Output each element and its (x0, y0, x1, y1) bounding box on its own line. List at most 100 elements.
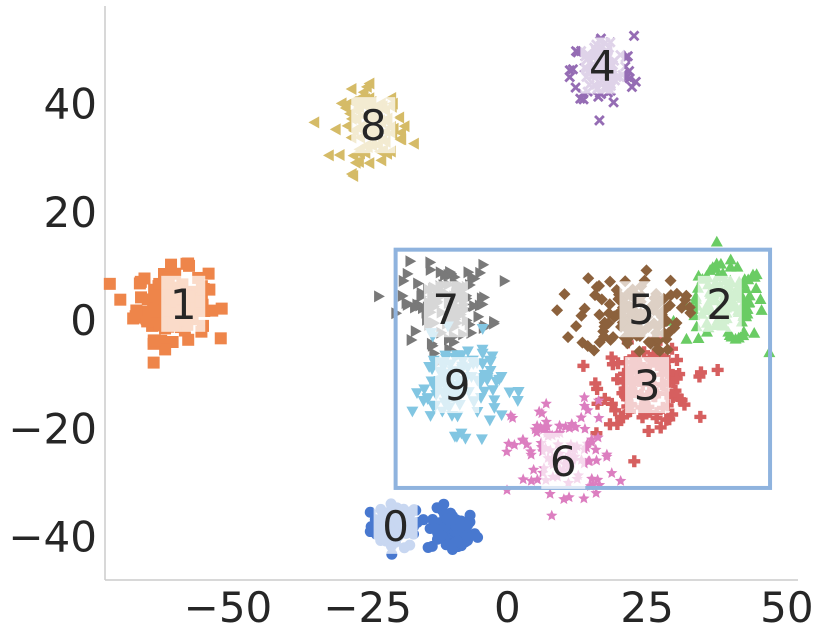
data-point (483, 415, 496, 427)
cluster-label-0: 0 (382, 502, 409, 551)
cluster-label-box (580, 37, 625, 94)
data-point (469, 300, 480, 313)
data-point (440, 269, 451, 282)
data-point (495, 410, 508, 422)
data-point (582, 404, 594, 416)
data-point (501, 445, 513, 457)
data-point (505, 409, 517, 421)
data-point (374, 290, 385, 303)
data-point (564, 71, 576, 83)
cluster-label-box (373, 497, 418, 554)
data-point (159, 343, 172, 356)
data-point (750, 282, 763, 293)
data-point (595, 293, 608, 306)
data-point (339, 98, 351, 111)
data-point (448, 336, 460, 349)
data-point (481, 373, 494, 384)
data-point (398, 120, 410, 133)
data-point (567, 63, 579, 75)
data-point (421, 394, 434, 406)
data-point (598, 392, 611, 405)
data-point (666, 408, 679, 421)
data-point (590, 443, 602, 455)
data-point (576, 336, 589, 349)
data-point (579, 423, 591, 434)
data-point (148, 334, 161, 347)
data-point (357, 86, 369, 99)
data-point (561, 331, 574, 344)
data-point (575, 411, 587, 423)
data-point (694, 410, 707, 423)
data-point (593, 336, 606, 349)
cluster-label-9: 9 (444, 361, 471, 410)
cluster-label-6: 6 (550, 437, 577, 486)
data-point (605, 351, 618, 364)
data-point (408, 137, 419, 150)
data-point (446, 267, 458, 280)
data-point (743, 289, 756, 301)
data-point (680, 289, 693, 302)
data-point (704, 264, 717, 275)
data-point (628, 455, 641, 468)
data-point (724, 260, 737, 272)
data-point (604, 275, 617, 288)
data-point (478, 386, 491, 398)
data-point (322, 149, 334, 162)
data-point (424, 411, 437, 422)
data-point (748, 270, 761, 282)
data-point (673, 393, 686, 406)
data-point (629, 350, 642, 363)
data-point (525, 474, 538, 486)
data-point (591, 473, 604, 485)
data-point (590, 487, 602, 498)
data-point (363, 77, 375, 90)
cluster-label-1: 1 (170, 280, 197, 329)
data-point (476, 359, 489, 370)
data-point (739, 282, 752, 294)
data-point (621, 71, 633, 83)
data-point (611, 417, 624, 430)
data-point (671, 389, 684, 402)
data-point (443, 514, 455, 526)
data-point (621, 337, 634, 350)
cluster-label-2: 2 (706, 280, 733, 329)
data-point (429, 522, 441, 534)
data-point (741, 303, 754, 314)
data-point (654, 421, 667, 434)
data-point (540, 397, 552, 409)
data-point (628, 30, 640, 42)
y-tick-label: −20 (8, 404, 97, 453)
data-point (594, 115, 605, 126)
data-point (748, 326, 761, 338)
data-point (455, 520, 467, 532)
data-point (397, 289, 409, 302)
data-point (605, 397, 618, 410)
cluster-0-points (417, 498, 484, 556)
data-point (130, 304, 143, 317)
data-point (572, 46, 584, 58)
data-point (593, 412, 605, 423)
data-point (406, 406, 419, 418)
cluster-label-5: 5 (628, 285, 655, 334)
x-tick-label: 25 (620, 583, 673, 632)
data-point (569, 420, 582, 432)
cluster-label-7: 7 (433, 285, 460, 334)
y-tick-label: 20 (44, 188, 97, 237)
data-point (650, 350, 663, 363)
data-point (670, 372, 683, 385)
data-point (451, 535, 463, 547)
data-point (426, 540, 438, 552)
data-point (329, 123, 341, 136)
data-point (502, 437, 515, 449)
data-point (630, 76, 642, 88)
data-point (588, 344, 601, 357)
data-point (650, 412, 663, 425)
data-point (402, 298, 414, 311)
data-point (724, 253, 737, 265)
data-point (475, 434, 488, 446)
data-point (464, 509, 476, 521)
cluster-label-3: 3 (634, 361, 661, 410)
data-point (660, 413, 673, 426)
